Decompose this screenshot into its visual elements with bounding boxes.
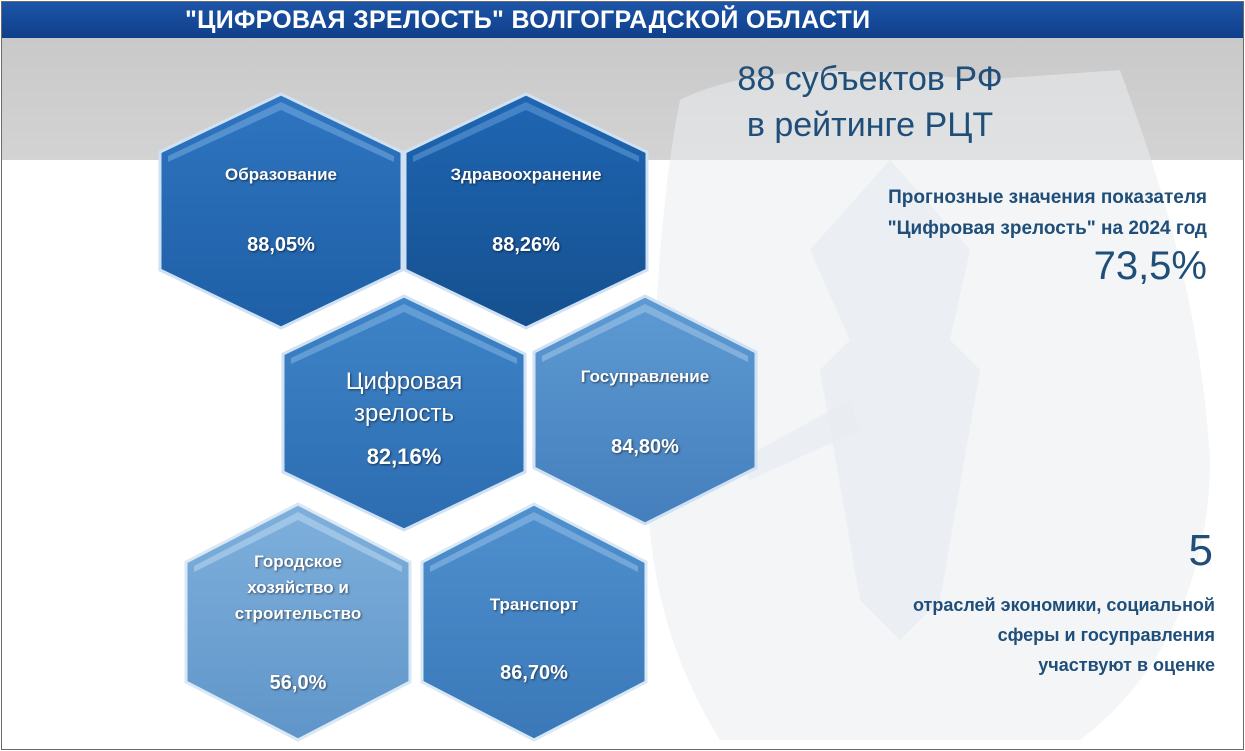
hex-label-line-2: зрелость: [353, 400, 455, 427]
hex-label: Образование: [224, 165, 338, 184]
hex-label-line-1: Цифровая: [345, 368, 463, 395]
hex-value: 86,70%: [500, 662, 568, 684]
hex-transport: Транспорт 86,70%: [420, 502, 648, 742]
hex-shape: [184, 502, 412, 742]
sectors-line-1: отраслей экономики, социальной: [912, 595, 1215, 615]
forecast-line-1: Прогнозные значения показателя: [888, 187, 1207, 208]
page-title: "ЦИФРОВАЯ ЗРЕЛОСТЬ" ВОЛГОГРАДСКОЙ ОБЛАСТ…: [185, 5, 871, 34]
coat-of-arms-watermark-icon: [648, 70, 1210, 740]
hex-urban-economy: Городское хозяйство и строительство 56,0…: [184, 502, 412, 742]
forecast-value: 73,5%: [1093, 244, 1207, 288]
hex-shape: [420, 502, 648, 742]
hex-label: Госуправление: [580, 367, 710, 386]
hex-healthcare: Здравоохранение 88,26%: [403, 92, 649, 330]
hex-government: Госуправление 84,80%: [532, 294, 758, 526]
hex-digital-maturity: Цифровая зрелость 82,16%: [281, 294, 527, 532]
hex-value: 82,16%: [366, 444, 442, 469]
title-bar: "ЦИФРОВАЯ ЗРЕЛОСТЬ" ВОЛГОГРАДСКОЙ ОБЛАСТ…: [2, 2, 1243, 38]
hex-education: Образование 88,05%: [158, 92, 404, 330]
rating-line-1: 88 субъектов РФ: [737, 60, 1003, 98]
hex-shape: [403, 92, 649, 330]
sectors-line-2: сферы и госуправления: [997, 625, 1215, 645]
hex-shape: [158, 92, 404, 330]
sectors-line-3: участвуют в оценке: [1038, 655, 1215, 675]
sectors-description: отраслей экономики, социальной сферы и г…: [795, 590, 1215, 680]
rating-info: 88 субъектов РФ в рейтинге РЦТ: [700, 56, 1040, 148]
forecast-line-2: "Цифровая зрелость" на 2024 год: [887, 218, 1207, 239]
hex-label-line-1: Городское: [254, 552, 342, 571]
forecast-caption: Прогнозные значения показателя "Цифровая…: [767, 182, 1207, 244]
sectors-count: 5: [1188, 526, 1213, 575]
hex-label: Здравоохранение: [450, 165, 602, 184]
hex-shape: [281, 294, 527, 532]
rating-line-2: в рейтинге РЦТ: [746, 106, 994, 144]
hex-shape: [532, 294, 758, 526]
hex-label-line-3: строительство: [234, 604, 362, 623]
hex-value: 56,0%: [269, 672, 327, 694]
hex-value: 88,05%: [247, 234, 315, 256]
hex-value: 88,26%: [492, 234, 560, 256]
hex-label-line-2: хозяйство и: [247, 578, 349, 597]
hex-value: 84,80%: [611, 436, 679, 458]
hex-label: Транспорт: [489, 595, 579, 614]
